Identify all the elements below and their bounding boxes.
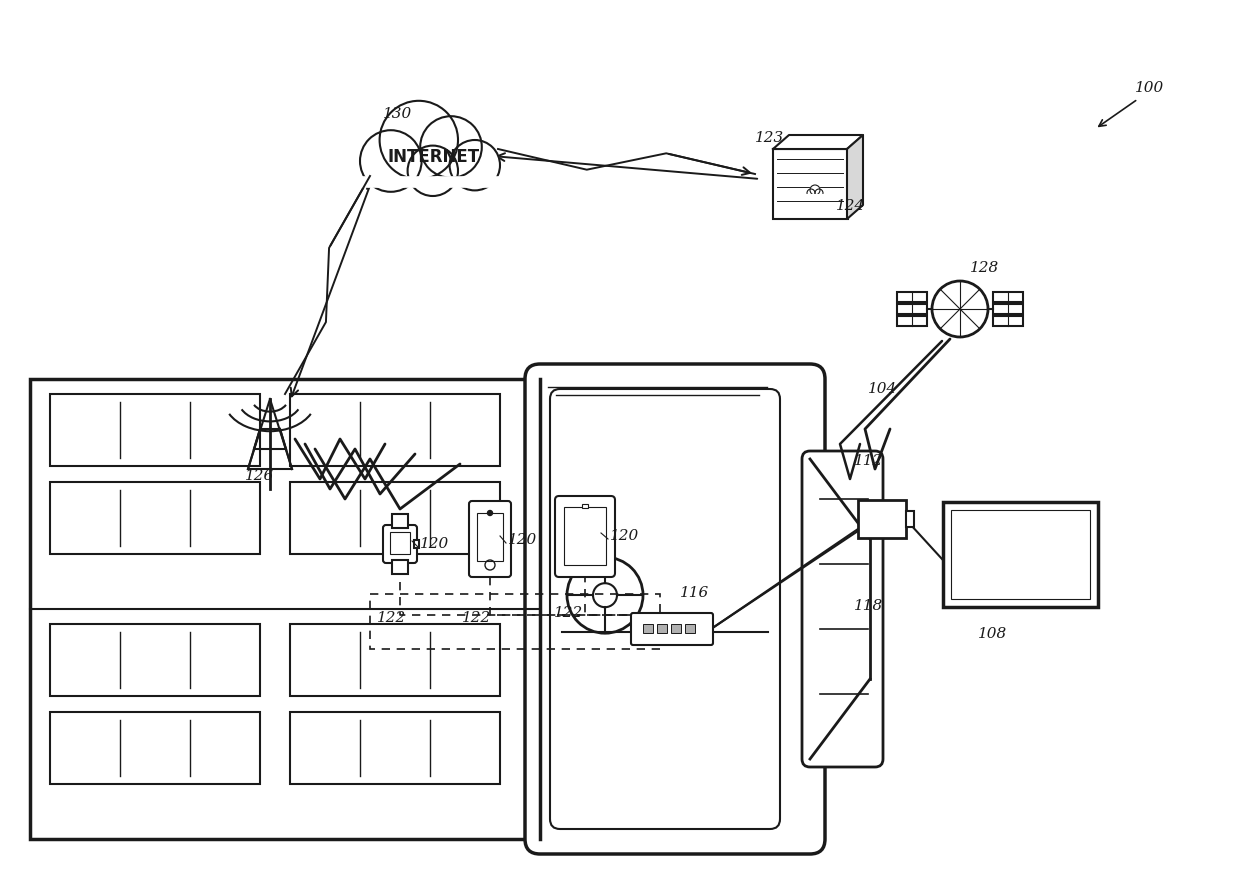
Bar (290, 395, 500, 467)
FancyBboxPatch shape (469, 502, 511, 577)
Bar (391, 532, 410, 554)
Bar (414, 540, 419, 548)
Circle shape (487, 511, 492, 516)
Bar (993, 293, 1023, 303)
Bar (906, 511, 914, 527)
Bar (858, 501, 906, 538)
Circle shape (810, 186, 820, 196)
Bar (392, 560, 408, 574)
Bar (942, 503, 1097, 607)
Polygon shape (773, 136, 863, 150)
Bar (290, 482, 500, 554)
Bar (993, 317, 1023, 326)
Bar (582, 504, 588, 509)
Text: 122: 122 (377, 610, 407, 624)
Circle shape (379, 102, 458, 180)
Circle shape (360, 131, 422, 193)
FancyBboxPatch shape (631, 613, 713, 645)
Bar (50, 712, 260, 784)
Bar (290, 624, 500, 696)
Bar (50, 395, 260, 467)
Text: 123: 123 (755, 131, 784, 145)
Bar (392, 515, 408, 529)
FancyBboxPatch shape (525, 365, 825, 854)
Text: 124: 124 (836, 199, 866, 213)
FancyBboxPatch shape (802, 452, 883, 767)
Text: 120: 120 (420, 537, 449, 551)
Text: 118: 118 (854, 598, 883, 612)
Text: 112: 112 (854, 453, 883, 467)
Bar (290, 712, 500, 784)
Text: 104: 104 (868, 381, 898, 396)
Bar (477, 513, 503, 561)
Bar (951, 510, 1090, 599)
Bar (50, 624, 260, 696)
Polygon shape (847, 136, 863, 220)
Bar (564, 508, 606, 566)
Text: 100: 100 (1135, 81, 1164, 95)
FancyBboxPatch shape (383, 525, 417, 563)
Bar (773, 150, 848, 220)
Circle shape (450, 141, 500, 191)
Circle shape (420, 117, 482, 179)
FancyBboxPatch shape (556, 496, 615, 577)
Bar (897, 317, 928, 326)
Bar (50, 482, 260, 554)
Text: 122: 122 (554, 605, 583, 619)
Bar (897, 293, 928, 303)
Text: 126: 126 (246, 468, 274, 482)
Bar (671, 624, 681, 633)
Text: 128: 128 (970, 260, 999, 275)
Bar (993, 304, 1023, 315)
Text: 120: 120 (610, 529, 640, 542)
Bar (657, 624, 667, 633)
Text: 116: 116 (680, 585, 709, 599)
Bar (897, 304, 928, 315)
Text: 130: 130 (383, 107, 412, 121)
Text: 122: 122 (463, 610, 491, 624)
Text: INTERNET: INTERNET (388, 148, 480, 166)
Text: 108: 108 (978, 626, 1007, 640)
Text: 120: 120 (508, 532, 537, 546)
Circle shape (807, 189, 815, 198)
Circle shape (815, 189, 823, 198)
Circle shape (408, 146, 458, 196)
Bar (644, 624, 653, 633)
Bar (370, 595, 660, 649)
Bar (30, 380, 539, 839)
Bar (684, 624, 694, 633)
FancyBboxPatch shape (551, 389, 780, 829)
